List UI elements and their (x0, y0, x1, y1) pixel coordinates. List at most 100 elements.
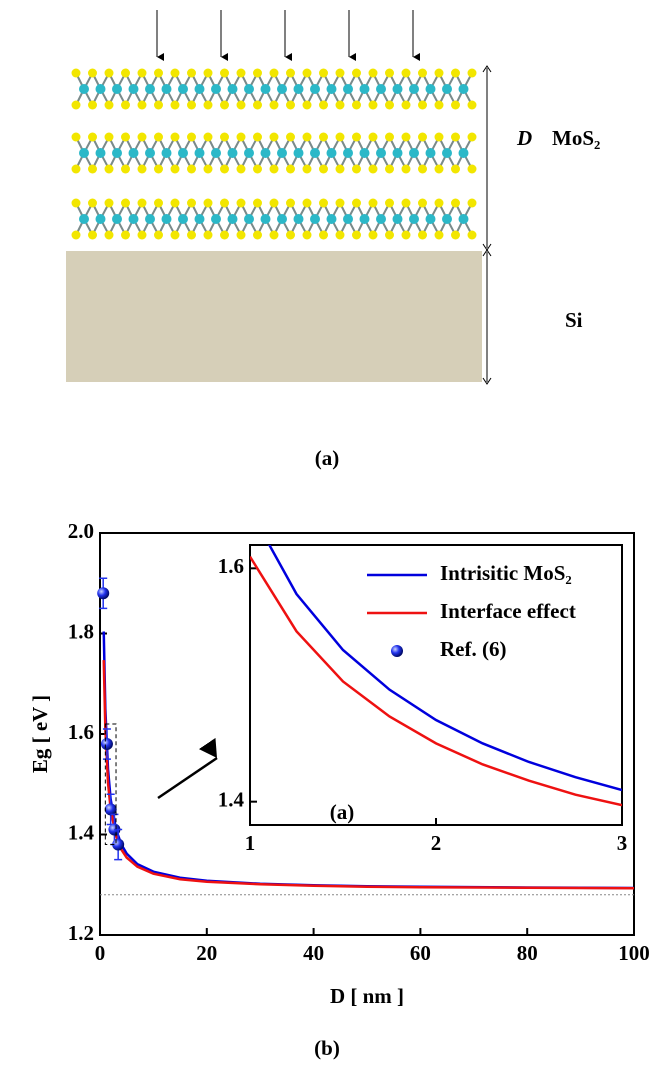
x-tick-label: 20 (196, 941, 217, 965)
mo-atom (458, 84, 469, 94)
s-atom (335, 230, 345, 240)
s-atom (451, 164, 460, 174)
mo-atom (79, 214, 89, 224)
s-atom (253, 230, 262, 240)
s-atom (88, 132, 97, 142)
s-atom (203, 132, 213, 142)
s-atom (302, 198, 312, 208)
s-atom (335, 68, 345, 78)
s-atom (467, 164, 477, 174)
s-atom (137, 230, 147, 240)
mo-atom (293, 84, 304, 94)
thickness-arrows (482, 65, 492, 385)
s-atom (236, 164, 246, 174)
s-atom (88, 100, 97, 110)
s-atom (236, 132, 246, 142)
s-atom (154, 230, 163, 240)
s-atom (137, 100, 147, 110)
s-atom (385, 198, 394, 208)
s-atom (104, 230, 114, 240)
mo-atom (194, 148, 205, 158)
mo-atom (359, 84, 370, 94)
s-atom (203, 100, 213, 110)
plot-frame (249, 544, 623, 826)
s-atom (385, 230, 394, 240)
s-atom (170, 164, 180, 174)
s-atom (88, 198, 97, 208)
mo-atom (277, 214, 287, 224)
mo-atom (128, 148, 139, 158)
zoom-arrow (157, 737, 218, 800)
s-atom (368, 164, 378, 174)
s-atom (434, 132, 444, 142)
mo-atom (359, 148, 370, 158)
s-atom (88, 68, 97, 78)
mo-atom (343, 214, 353, 224)
s-atom (220, 132, 229, 142)
s-atom (170, 132, 180, 142)
mo-atom (128, 214, 139, 224)
s-atom (253, 100, 262, 110)
s-atom (418, 132, 427, 142)
s-atom (434, 68, 444, 78)
x-tick-label: 60 (410, 941, 431, 965)
mo-atom (277, 84, 287, 94)
s-atom (352, 68, 361, 78)
s-atom (187, 198, 196, 208)
mo-atom (376, 84, 386, 94)
s-atom (187, 164, 196, 174)
s-atom (71, 132, 81, 142)
mo-atom (376, 148, 386, 158)
y-tick-label: 1.4 (68, 820, 95, 844)
s-atom (434, 100, 444, 110)
s-atom (352, 164, 361, 174)
mo-atom (95, 84, 106, 94)
s-atom (170, 198, 180, 208)
mo-atom (326, 214, 337, 224)
s-atom (220, 164, 229, 174)
mo-atom (161, 84, 172, 94)
y-tick-label: 1.6 (218, 554, 244, 578)
mo-atom (277, 148, 287, 158)
s-atom (71, 100, 81, 110)
s-atom (286, 100, 295, 110)
mo-atom (359, 214, 370, 224)
mo-atom (409, 214, 419, 224)
s-atom (170, 230, 180, 240)
mo-atom (145, 148, 155, 158)
zoom-box (104, 723, 117, 846)
mo-atom (194, 84, 205, 94)
s-atom (71, 198, 81, 208)
mo-atom (293, 214, 304, 224)
mo-atom (458, 148, 469, 158)
s-atom (467, 230, 477, 240)
s-atom (269, 230, 279, 240)
mo-atom (211, 84, 221, 94)
thickness-label: D (516, 126, 532, 150)
mo-atom (425, 148, 436, 158)
mo-atom (211, 148, 221, 158)
x-tick-label: 3 (617, 831, 628, 855)
s-atom (286, 68, 295, 78)
s-atom (253, 68, 262, 78)
s-atom (137, 198, 147, 208)
s-atom (71, 230, 81, 240)
mo-atom (260, 214, 271, 224)
s-atom (418, 100, 427, 110)
s-atom (220, 198, 229, 208)
mos2-layer (71, 68, 477, 110)
s-atom (302, 164, 312, 174)
mo-atom (458, 214, 469, 224)
s-atom (451, 100, 460, 110)
mo-atom (244, 148, 254, 158)
s-atom (302, 230, 312, 240)
s-atom (335, 198, 345, 208)
mo-atom (260, 148, 271, 158)
s-atom (104, 164, 114, 174)
y-tick-label: 2.0 (68, 519, 94, 543)
mo-atom (178, 148, 188, 158)
mo-atom (425, 84, 436, 94)
legend-marker (391, 645, 403, 657)
s-atom (286, 164, 295, 174)
s-atom (121, 132, 130, 142)
